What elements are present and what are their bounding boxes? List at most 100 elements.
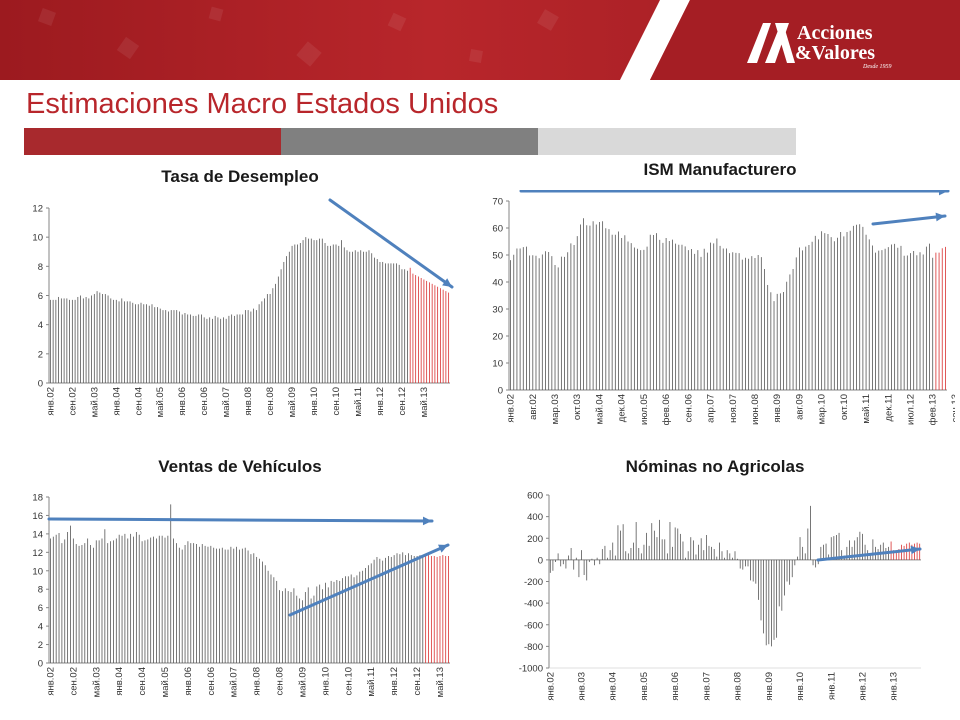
x-tick-label: ноя.07 (728, 394, 739, 423)
x-tick-label: янв.04 (114, 667, 125, 696)
x-tick-label: июл.05 (639, 394, 650, 425)
x-tick-label: янв.12 (857, 672, 868, 701)
logo-line2: &Valores (795, 42, 875, 64)
x-tick-label: янв.04 (608, 672, 619, 701)
y-tick-label: 12 (32, 548, 43, 559)
y-tick-label: 8 (38, 262, 43, 273)
x-tick-label: сен.02 (67, 387, 78, 416)
x-tick-label: май.07 (221, 387, 232, 417)
x-tick-label: сен.08 (265, 387, 276, 416)
deco-bar-light (538, 128, 796, 155)
y-tick-label: 0 (538, 555, 543, 566)
x-tick-label: май.11 (861, 394, 872, 424)
y-tick-label: 50 (492, 251, 503, 262)
x-tick-label: сен.06 (206, 667, 217, 696)
chart-desempleo: 0 2 4 6 8 10 12 янв.02 сен.02 май.03 янв.04 сен.04 м… (32, 198, 454, 417)
x-tick-label: янв.11 (826, 672, 837, 700)
x-tick-label: май.04 (594, 394, 605, 424)
slide-title: Estimaciones Macro Estados Unidos (26, 88, 499, 120)
x-tick-label: май.11 (353, 387, 364, 417)
x-tick-label: янв.02 (506, 394, 517, 423)
x-tick-label: май.13 (419, 387, 430, 417)
x-tick-label: июл.12 (906, 394, 917, 425)
y-tick-label: 4 (38, 320, 43, 331)
y-tick-label: 30 (492, 305, 503, 316)
y-tick-label: 8 (38, 585, 43, 596)
x-tick-label: сен.06 (683, 394, 694, 423)
trend-arrow-flat (47, 517, 434, 523)
x-tick-label: янв.04 (111, 387, 122, 416)
deco-bar-red (24, 128, 281, 155)
chart-title-nominas: Nóminas no Agricolas (625, 457, 805, 476)
x-tick-label: окт.10 (839, 394, 850, 420)
av-monogram-icon: Acciones &Valores Desde 1959 (747, 22, 892, 70)
x-tick-label: янв.08 (733, 672, 744, 701)
x-tick-label: мар.10 (817, 394, 828, 424)
y-tick-label: -1000 (519, 664, 543, 675)
deco-bar-gray (281, 128, 538, 155)
y-tick-label: 400 (527, 512, 543, 523)
trend-arrow-up-head (910, 545, 920, 555)
x-tick-label: дек.11 (883, 394, 894, 421)
trend-arrow-up (816, 547, 922, 562)
trend-arrow-down-head (442, 278, 452, 287)
header-background (0, 0, 960, 80)
chart-ism: 0 10 20 30 40 50 60 70 янв.02 авг.02 мар.03 окт.03 м… (492, 190, 955, 425)
x-tick-label: янв.02 (45, 387, 56, 416)
y-tick-label: -800 (524, 642, 543, 653)
y-tick-label: 10 (492, 359, 503, 370)
x-tick-label: фев.13 (928, 394, 939, 425)
x-tick-label: фев.06 (661, 394, 672, 425)
x-tick-label: май.05 (160, 667, 171, 697)
y-tick-label: 4 (38, 622, 43, 633)
logo-line1: Acciones (797, 22, 873, 44)
x-tick-label: янв.10 (320, 667, 331, 696)
trend-arrow-up (288, 543, 450, 617)
x-tick-label: май.11 (366, 667, 377, 697)
y-tick-label: 2 (38, 349, 43, 360)
y-tick-label: -200 (524, 577, 543, 588)
y-tick-label: 200 (527, 534, 543, 545)
x-tick-label: янв.02 (545, 672, 556, 701)
x-tick-label: янв.07 (701, 672, 712, 701)
x-tick-label: авг.02 (528, 394, 539, 420)
x-tick-label: окт.03 (572, 394, 583, 420)
x-tick-label: янв.09 (772, 394, 783, 423)
x-tick-label: сен.02 (68, 667, 79, 696)
x-tick-label: сен.12 (412, 667, 423, 696)
x-tick-label: май.09 (297, 667, 308, 697)
y-tick-label: 16 (32, 511, 43, 522)
logo-tagline: Desde 1959 (862, 64, 892, 70)
y-tick-label: 2 (38, 640, 43, 651)
y-tick-label: 12 (32, 204, 43, 215)
x-tick-label: май.03 (91, 667, 102, 697)
x-tick-label: дек.04 (617, 394, 628, 422)
x-tick-label: сен.08 (275, 667, 286, 696)
x-tick-label: янв.12 (389, 667, 400, 696)
chart-title-vehiculos: Ventas de Vehículos (158, 457, 322, 476)
x-tick-label: янв.09 (764, 672, 775, 701)
y-tick-label: -600 (524, 620, 543, 631)
x-tick-label: сен.12 (397, 387, 408, 416)
trend-arrow-flat-head (422, 516, 432, 526)
chart-nominas: -1000 -800 -600 -400 -200 0 200 400 600 янв.02 янв… (519, 491, 922, 701)
y-tick-label: 6 (38, 291, 43, 302)
chart-vehiculos: 0 2 4 6 8 10 12 14 16 18 янв.02 сен.02 май.03 янв.04 с… (32, 493, 450, 697)
x-tick-label: янв.06 (177, 387, 188, 416)
trend-arrow-up (871, 214, 947, 226)
y-tick-label: 600 (527, 491, 543, 502)
x-tick-label: янв.06 (183, 667, 194, 696)
chart-title-ism: ISM Manufacturero (643, 160, 797, 179)
trend-arrow-up-head (935, 212, 945, 222)
x-tick-label: сен.10 (343, 667, 354, 696)
x-tick-label: сен.04 (137, 667, 148, 696)
x-tick-label: май.05 (155, 387, 166, 417)
y-tick-label: 70 (492, 197, 503, 208)
x-tick-label: май.07 (229, 667, 240, 697)
y-tick-label: 10 (32, 566, 43, 577)
y-tick-label: 18 (32, 493, 43, 504)
x-tick-label: май.13 (435, 667, 446, 697)
x-tick-label: янв.12 (375, 387, 386, 416)
y-tick-label: 14 (32, 529, 43, 540)
x-tick-label: янв.08 (243, 387, 254, 416)
